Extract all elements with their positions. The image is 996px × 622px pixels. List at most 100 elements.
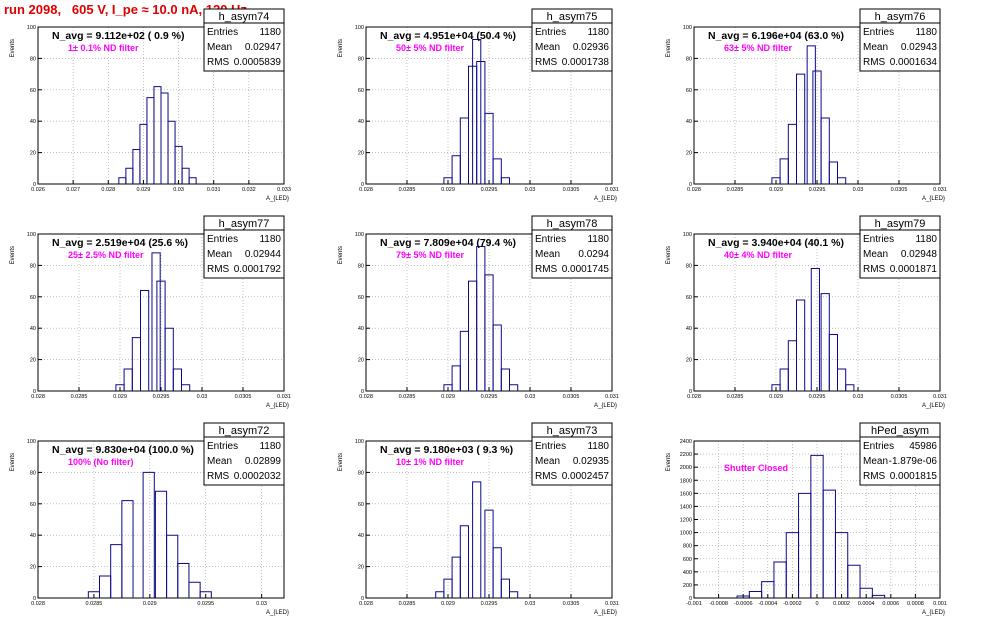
stats-rms-value: 0.0002032 <box>234 471 282 482</box>
y-tick-label: 100 <box>27 439 36 445</box>
histogram-bin <box>123 368 133 391</box>
stats-entries-value: 1180 <box>259 441 281 452</box>
histogram-bin <box>125 167 134 184</box>
stats-box <box>203 422 285 486</box>
y-tick-label: 40 <box>30 533 36 539</box>
y-tick-label: 20 <box>358 151 364 157</box>
y-tick-label: 20 <box>358 565 364 571</box>
stats-rms-label: RMS <box>207 471 230 482</box>
stats-mean-value: 0.0294 <box>578 249 609 260</box>
filter-note: 10± 1% ND filter <box>396 457 464 467</box>
y-tick-label: 1400 <box>680 504 692 510</box>
navg-label: N_avg = 7.809e+04 (79.4 %) <box>380 237 516 249</box>
histogram-bin <box>472 39 482 184</box>
y-tick-label: 60 <box>686 295 692 301</box>
stats-entries-value: 1180 <box>259 234 281 245</box>
y-tick-label: 40 <box>358 119 364 125</box>
y-tick-label: 60 <box>30 88 36 94</box>
stats-entries-value: 1180 <box>259 27 281 38</box>
x-tick-label: -0.0002 <box>783 601 802 607</box>
x-tick-label: 0.029 <box>113 394 127 400</box>
histogram-bin <box>153 86 162 184</box>
x-axis-label: A_{LED} <box>922 403 945 409</box>
y-tick-label: 0 <box>33 389 36 395</box>
filter-note: 40± 4% ND filter <box>724 250 792 260</box>
y-tick-label: 60 <box>358 88 364 94</box>
x-tick-label: 0.0305 <box>563 187 580 193</box>
x-tick-label: 0.031 <box>605 601 619 607</box>
y-tick-label: 1800 <box>680 478 692 484</box>
stats-mean-value: -1.879e-06 <box>889 456 938 467</box>
histogram-bin <box>99 575 112 598</box>
histogram-bin <box>787 340 797 391</box>
x-axis-label: A_{LED} <box>266 610 289 616</box>
stats-mean-value: 0.02944 <box>245 249 282 260</box>
histogram-bin <box>131 337 141 391</box>
stats-rms-value: 0.0001634 <box>890 57 938 68</box>
x-tick-label: 0.0285 <box>85 601 102 607</box>
histogram-bin <box>476 246 486 391</box>
x-tick-label: 0.028 <box>31 394 45 400</box>
x-tick-label: 0.026 <box>31 187 45 193</box>
histogram-bin <box>177 562 190 598</box>
histogram-bin <box>121 500 134 598</box>
y-tick-label: 0 <box>33 596 36 602</box>
stats-box <box>859 8 941 72</box>
histogram-bin <box>110 544 123 598</box>
histogram-panel-h_asym78: 0.028 0.0285 0.029 0.0295 0.03 0.0305 0.031 0 20… <box>338 215 619 409</box>
stats-entries-value: 45986 <box>909 441 937 452</box>
y-axis-label: Events <box>666 453 672 471</box>
stats-mean-label: Mean <box>207 42 232 53</box>
stats-entries-label: Entries <box>863 27 894 38</box>
y-tick-label: 2000 <box>680 465 692 471</box>
histogram-bin <box>500 368 510 391</box>
x-tick-label: 0.0295 <box>809 394 826 400</box>
navg-label: N_avg = 9.180e+03 ( 9.3 %) <box>380 444 513 456</box>
x-tick-label: 0.028 <box>359 601 373 607</box>
x-tick-label: 0.0285 <box>399 601 416 607</box>
stats-entries-value: 1180 <box>587 441 609 452</box>
x-tick-label: 0.029 <box>137 187 151 193</box>
histogram-bin <box>160 92 169 184</box>
filter-note: Shutter Closed <box>724 463 788 473</box>
stats-mean-label: Mean <box>863 249 888 260</box>
stats-rms-label: RMS <box>535 57 558 68</box>
x-tick-label: 0.03 <box>173 187 184 193</box>
histogram-bin <box>847 564 861 598</box>
y-tick-label: 40 <box>358 533 364 539</box>
y-tick-label: 60 <box>358 295 364 301</box>
x-tick-label: 0.0285 <box>71 394 88 400</box>
x-tick-label: 0.03 <box>853 394 864 400</box>
x-axis-label: A_{LED} <box>594 196 617 202</box>
x-tick-label: 0.0285 <box>727 394 744 400</box>
y-tick-label: 80 <box>358 56 364 62</box>
stats-entries-label: Entries <box>863 441 894 452</box>
x-tick-label: 0.029 <box>441 601 455 607</box>
stats-title: h_asym74 <box>219 11 270 23</box>
y-tick-label: 400 <box>683 570 692 576</box>
y-tick-label: 0 <box>689 182 692 188</box>
x-tick-label: 0.033 <box>277 187 291 193</box>
x-tick-label: 0.0295 <box>153 394 170 400</box>
stats-title: h_asym72 <box>219 425 270 437</box>
x-tick-label: 0.0004 <box>858 601 875 607</box>
histogram-bin <box>779 158 789 184</box>
x-tick-label: 0.029 <box>143 601 157 607</box>
histogram-bin <box>500 578 510 598</box>
stats-rms-value: 0.0001815 <box>890 471 938 482</box>
x-axis-label: A_{LED} <box>922 610 945 616</box>
stats-mean-label: Mean <box>863 456 888 467</box>
histogram-bin <box>509 384 519 391</box>
stats-rms-label: RMS <box>535 264 558 275</box>
y-axis-label: Events <box>666 246 672 264</box>
histogram-bin <box>167 120 176 184</box>
x-tick-label: 0.0295 <box>809 187 826 193</box>
x-tick-label: 0.0285 <box>399 394 416 400</box>
histogram-bin <box>787 123 797 184</box>
x-tick-label: 0.031 <box>207 187 221 193</box>
histogram-bin <box>435 591 445 598</box>
y-tick-label: 1200 <box>680 518 692 524</box>
y-tick-label: 40 <box>686 326 692 332</box>
x-axis-label: A_{LED} <box>594 403 617 409</box>
x-tick-label: 0.03 <box>853 187 864 193</box>
